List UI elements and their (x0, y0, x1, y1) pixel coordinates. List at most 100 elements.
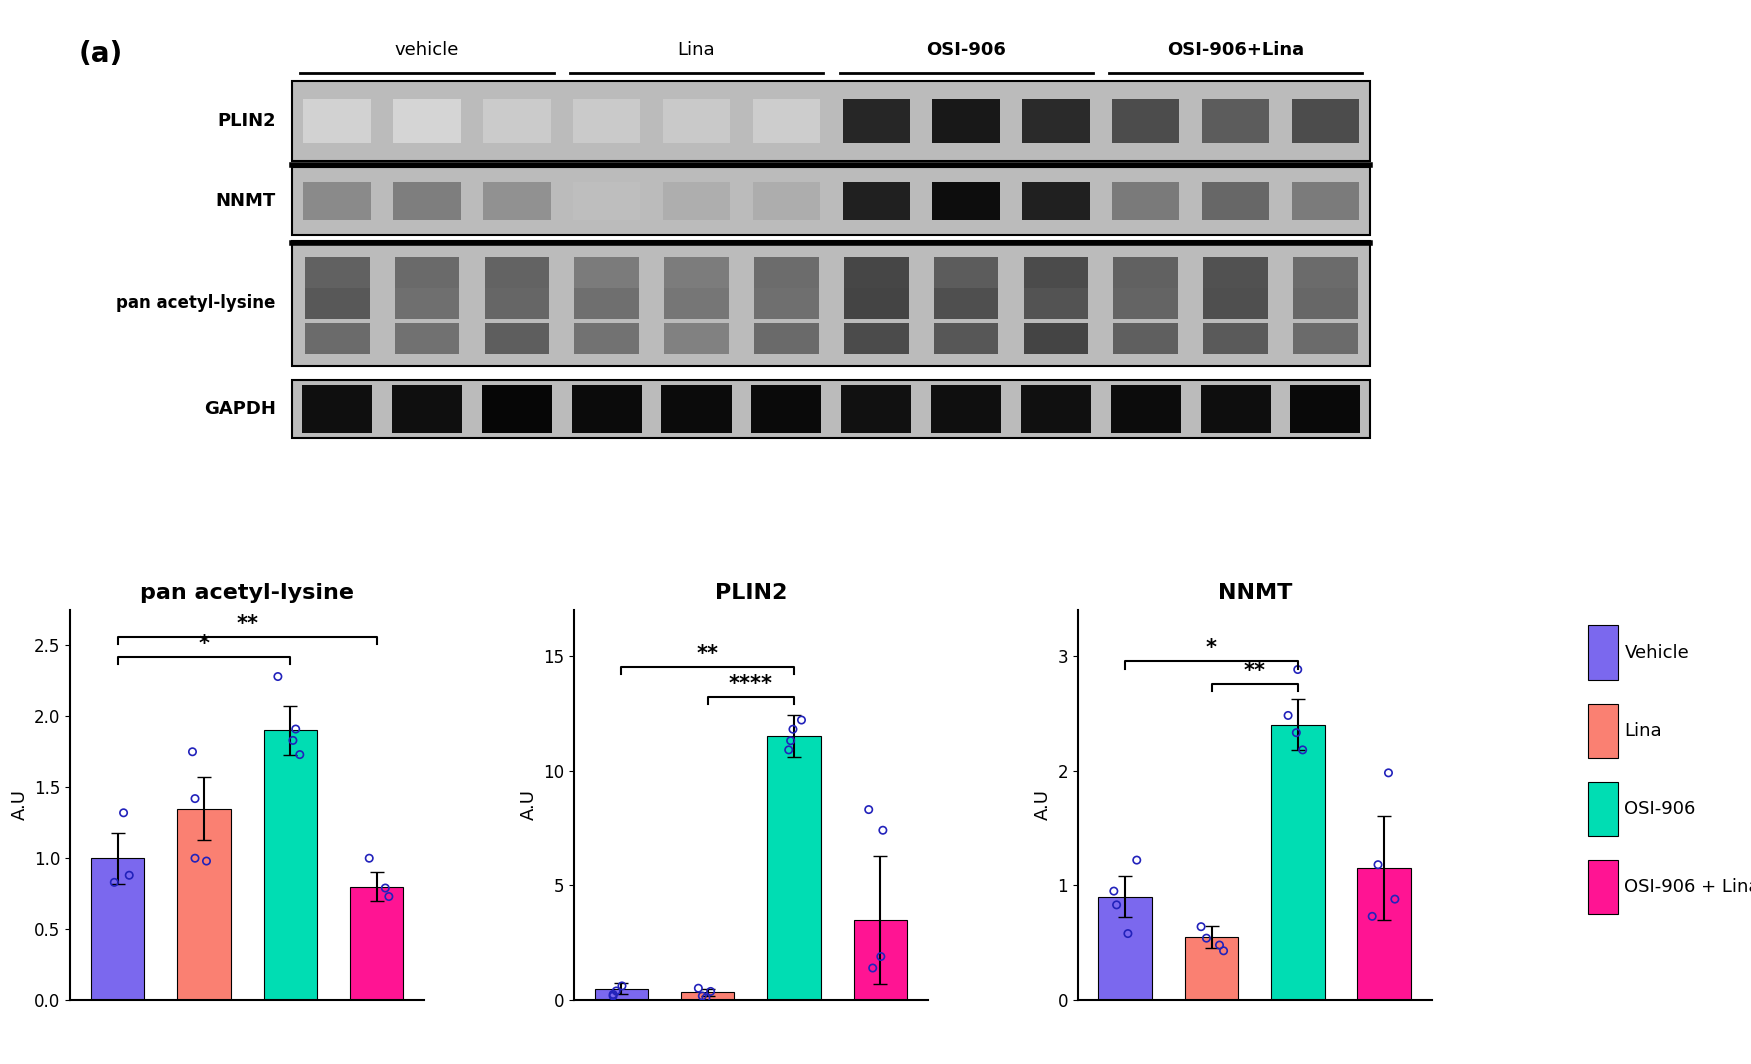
Point (1289, 742, 1317, 759)
Bar (292, 380, 1371, 437)
Point (116, 867, 144, 884)
Bar (485, 288, 550, 319)
Text: ****: **** (728, 674, 772, 694)
Point (1359, 908, 1387, 925)
Bar (932, 182, 1000, 219)
Point (692, 990, 720, 1007)
Point (180, 791, 208, 808)
Bar (1023, 182, 1089, 219)
Point (285, 746, 313, 763)
Bar (483, 99, 550, 143)
Point (278, 732, 306, 749)
Bar (844, 256, 909, 288)
Bar (1292, 256, 1357, 288)
Bar (842, 182, 911, 219)
Point (868, 821, 897, 838)
Point (779, 720, 807, 737)
Bar (303, 385, 373, 432)
Point (777, 732, 805, 749)
Point (1205, 936, 1233, 953)
Bar (1588, 703, 1618, 759)
Bar (1024, 256, 1087, 288)
Text: GAPDH: GAPDH (203, 400, 277, 418)
Bar (292, 167, 1371, 235)
Bar (1203, 256, 1268, 288)
Text: *: * (198, 633, 210, 653)
Point (599, 986, 627, 1003)
Bar (840, 385, 911, 432)
Point (371, 880, 399, 897)
Bar (1271, 725, 1326, 1000)
Bar (483, 182, 550, 219)
Bar (394, 182, 461, 219)
Bar (292, 81, 1371, 161)
Point (854, 801, 883, 818)
Bar (1201, 385, 1271, 432)
Bar (933, 322, 998, 354)
Bar (573, 182, 641, 219)
Bar (755, 256, 819, 288)
Point (264, 668, 292, 685)
Point (1122, 851, 1150, 868)
Text: NNMT: NNMT (215, 192, 277, 210)
Bar (1201, 182, 1269, 219)
Bar (1110, 385, 1180, 432)
Text: PLIN2: PLIN2 (217, 112, 277, 130)
Text: OSI-906+Lina: OSI-906+Lina (1166, 40, 1304, 59)
Point (1364, 857, 1392, 874)
Point (1114, 925, 1142, 942)
Bar (844, 322, 909, 354)
Point (1210, 943, 1238, 960)
Bar (1201, 99, 1269, 143)
Point (602, 982, 630, 999)
Bar (1357, 868, 1411, 1000)
Y-axis label: A.U: A.U (520, 789, 538, 820)
Bar (394, 99, 461, 143)
Bar (1098, 897, 1152, 1000)
Bar (595, 988, 648, 1000)
Bar (1203, 288, 1268, 319)
Bar (573, 99, 641, 143)
Bar (681, 992, 734, 1000)
Text: pan acetyl-lysine: pan acetyl-lysine (116, 295, 277, 313)
Point (1187, 918, 1215, 935)
Bar (485, 256, 550, 288)
Bar (1112, 182, 1180, 219)
Y-axis label: A.U: A.U (1033, 789, 1052, 820)
Point (100, 874, 128, 891)
Bar (1292, 322, 1357, 354)
Bar (303, 99, 371, 143)
Bar (1292, 99, 1359, 143)
Bar (292, 240, 1371, 366)
Bar (1023, 99, 1089, 143)
Bar (394, 288, 459, 319)
Bar (574, 256, 639, 288)
Bar (662, 385, 732, 432)
Bar (932, 99, 1000, 143)
Text: **: ** (236, 614, 257, 634)
Point (1192, 930, 1220, 947)
Title: pan acetyl-lysine: pan acetyl-lysine (140, 583, 354, 602)
Text: (a): (a) (79, 40, 123, 68)
Point (180, 850, 208, 867)
Bar (664, 99, 730, 143)
Title: NNMT: NNMT (1217, 583, 1292, 602)
Bar (292, 380, 1371, 437)
Bar (751, 385, 821, 432)
Bar (753, 182, 819, 219)
Text: vehicle: vehicle (394, 40, 459, 59)
Bar (664, 288, 728, 319)
Bar (394, 322, 459, 354)
Point (599, 987, 627, 1004)
Point (193, 852, 221, 869)
Bar (844, 288, 909, 319)
Bar (1290, 385, 1361, 432)
Point (375, 888, 403, 905)
Bar (574, 322, 639, 354)
Text: **: ** (697, 644, 718, 664)
Point (110, 804, 138, 821)
Point (1275, 706, 1303, 724)
Text: OSI-906 + Lina: OSI-906 + Lina (1625, 878, 1751, 896)
Bar (933, 256, 998, 288)
Bar (1588, 782, 1618, 836)
